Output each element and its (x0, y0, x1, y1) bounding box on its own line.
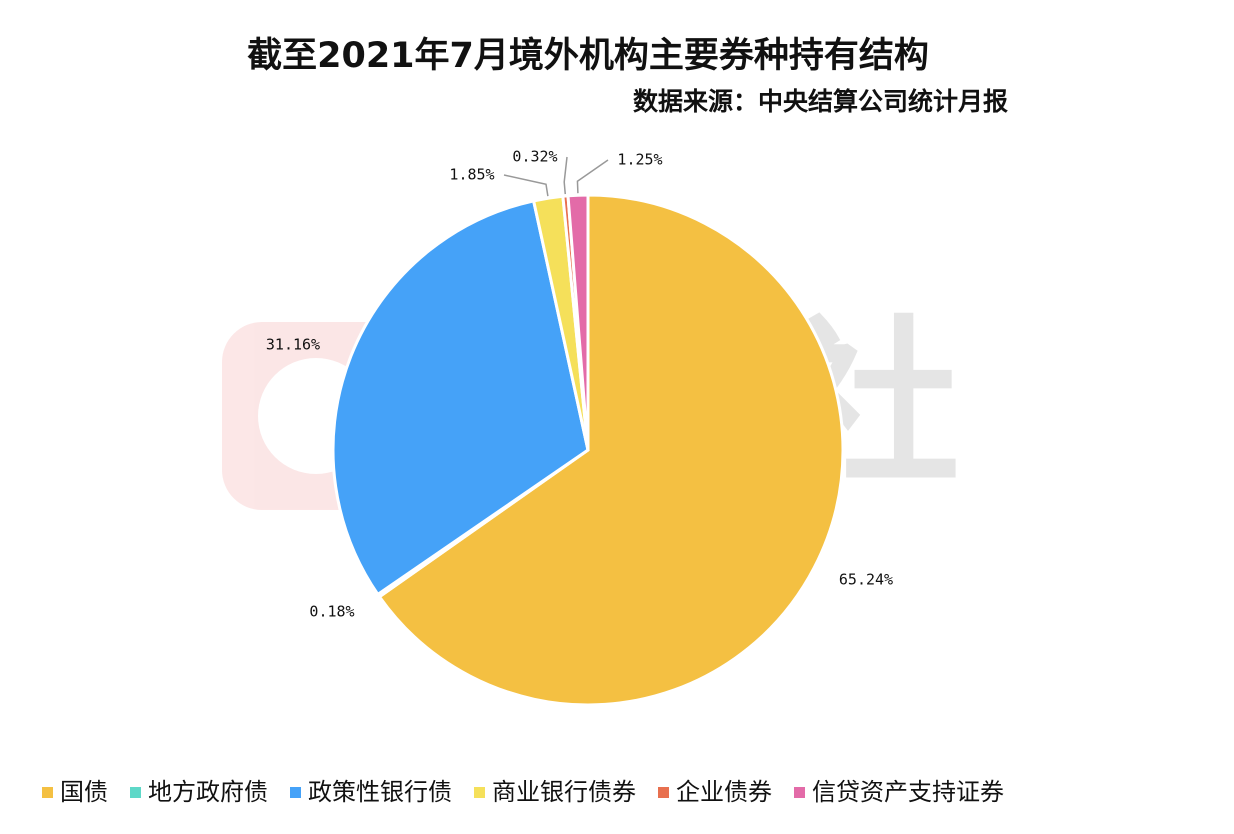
legend-swatch (794, 787, 805, 798)
legend-swatch (658, 787, 669, 798)
legend-label: 政策性银行债 (308, 778, 452, 806)
chart-title: 截至2021年7月境外机构主要券种持有结构 (247, 36, 929, 76)
leader-line (563, 156, 568, 195)
legend-swatch (474, 787, 485, 798)
chart-subtitle: 数据来源：中央结算公司统计月报 (633, 87, 1008, 116)
data-label: 1.85% (449, 166, 494, 184)
data-label: 0.32% (512, 148, 557, 166)
legend-label: 地方政府债 (148, 778, 268, 806)
data-label: 31.16% (266, 336, 320, 354)
data-label: 0.18% (309, 603, 354, 621)
legend-label: 企业债券 (676, 778, 772, 806)
pie-slice (331, 199, 590, 597)
pie-slice (377, 193, 845, 707)
legend-label: 国债 (60, 778, 108, 806)
legend-swatch (290, 787, 301, 798)
legend-label: 商业银行债券 (492, 778, 636, 806)
leader-line (503, 174, 549, 197)
data-label: 65.24% (839, 571, 893, 589)
leader-line (576, 159, 609, 194)
pie-slice (566, 193, 590, 451)
legend-swatch (130, 787, 141, 798)
data-label: 1.25% (617, 151, 662, 169)
legend-swatch (42, 787, 53, 798)
legend-label: 信贷资产支持证券 (812, 778, 1004, 806)
